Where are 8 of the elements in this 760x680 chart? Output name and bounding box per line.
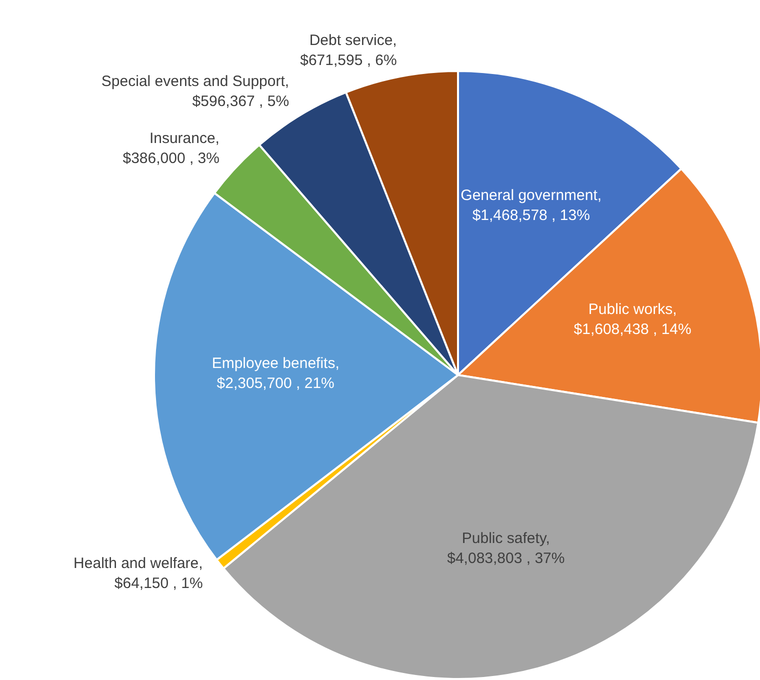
slice-label: Special events and Support, $596,367 , 5% xyxy=(101,73,290,110)
slice-label: Debt service, $671,595 , 6% xyxy=(300,32,397,69)
slice-label: Public safety, $4,083,803 , 37% xyxy=(447,530,565,567)
slice-label: Health and welfare, $64,150 , 1% xyxy=(74,554,203,592)
slice-label: Insurance, $386,000 , 3% xyxy=(122,130,220,167)
slice-label: General government, $1,468,578 , 13% xyxy=(460,186,602,224)
slice-label: Public works, $1,608,438 , 14% xyxy=(574,301,692,338)
slice-label: Employee benefits, $2,305,700 , 21% xyxy=(212,355,340,392)
